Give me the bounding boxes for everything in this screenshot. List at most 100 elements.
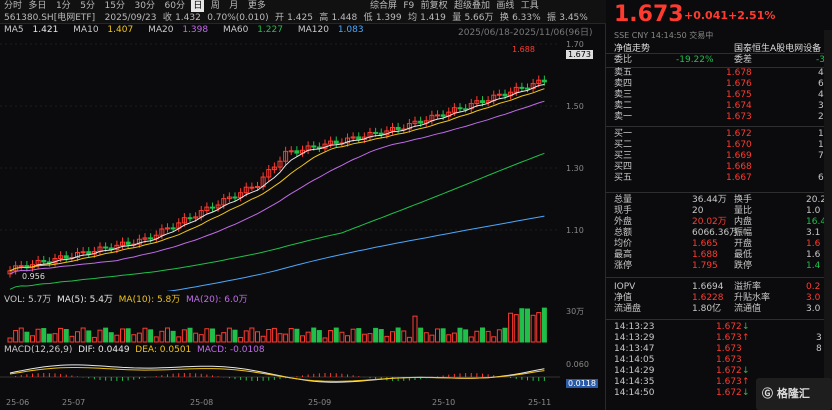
- low-mark: 0.956: [22, 272, 45, 281]
- ma120-legend: MA120 1.083: [298, 25, 370, 35]
- tick-vol: 3: [816, 333, 822, 343]
- bar-low: 1.399: [375, 13, 402, 23]
- iopv-table: IOPV 1.6694 溢折率 0.2 净值 1.6228 升贴水率 3.0 流通盘 1.80亿流…: [606, 282, 832, 315]
- volume-bar: [148, 329, 154, 343]
- tick-row: 14:13:47 1.673 8: [606, 344, 832, 355]
- iopv-row: 净值 1.6228 升贴水率 3.0: [606, 293, 832, 304]
- vol-ma10: MA(10): 5.8万: [118, 295, 181, 305]
- stat-row: 现手 20 量比 1.0: [606, 206, 832, 217]
- volume-bar: [541, 307, 547, 343]
- bar-turnover: 6.33%: [512, 13, 541, 23]
- candle-body: [215, 204, 221, 209]
- candle-body: [496, 93, 502, 96]
- candle-body: [271, 166, 277, 171]
- stat-label: 最低: [734, 250, 753, 260]
- volume-bar: [401, 330, 407, 343]
- x-tick: 25-09: [308, 398, 332, 407]
- bar-info: 561380.SH[电网ETF] 2025/09/23 收 1.432 0.70…: [4, 12, 588, 23]
- fund-name: 国泰恒生A股电网设备: [734, 44, 822, 54]
- stat-row: 均价 1.665 开盘 1.6: [606, 239, 832, 250]
- candlestick-chart[interactable]: [0, 36, 606, 291]
- tool-overlay[interactable]: 超级叠加: [454, 1, 491, 11]
- ask-label: 卖一: [614, 112, 633, 122]
- avg-label: 均: [407, 13, 417, 23]
- tick-arrow: ↓: [742, 366, 750, 376]
- bar-avg: 1.419: [420, 13, 446, 23]
- tick-time: 14:14:29: [614, 366, 655, 376]
- volume-chart[interactable]: [0, 302, 606, 344]
- tab-fenshi[interactable]: 分时: [4, 1, 23, 11]
- tab-30min[interactable]: 30分: [134, 1, 155, 11]
- volume-bar: [91, 336, 97, 343]
- weicha-value: -34: [816, 55, 831, 66]
- tick-row: 14:13:23 1.672 ↓: [606, 322, 832, 333]
- tick-price: 1.673: [716, 344, 742, 354]
- vol-label: 量: [452, 13, 462, 23]
- candle-body: [513, 86, 519, 93]
- last-price: 1.673: [614, 2, 684, 27]
- ask-price: 1.674: [726, 101, 752, 111]
- tool-draw[interactable]: 画线: [496, 1, 515, 11]
- volume-bar: [429, 334, 435, 343]
- bid-vol: 6: [818, 173, 824, 183]
- tool-f9[interactable]: F9: [403, 1, 415, 11]
- vol-axis: 30万: [566, 307, 585, 316]
- stat-row: 总量 36.44万 换手 20.2: [606, 195, 832, 206]
- bid-price: 1.672: [726, 129, 752, 139]
- ma-legend: MA5 1.421 MA10 1.407 MA20 1.398 MA60 1.2…: [4, 25, 376, 35]
- tab-day[interactable]: 日: [191, 0, 205, 12]
- order-ratio-row: 委比 -19.22% 委差 -34: [606, 55, 832, 66]
- candle-body: [221, 198, 227, 206]
- tick-list[interactable]: 14:13:23 1.672 ↓ 14:13:29 1.673 ↑ 3 14:13:47 1.6…: [606, 322, 832, 399]
- scrollbar[interactable]: [824, 30, 832, 380]
- nav-trend-link[interactable]: 净值走势: [614, 44, 651, 54]
- volume-bar: [451, 332, 457, 343]
- x-tick: 25-11: [528, 398, 552, 407]
- weicha-label: 委差: [734, 55, 753, 65]
- tab-15min[interactable]: 15分: [104, 1, 125, 11]
- tab-month[interactable]: 月: [229, 1, 239, 11]
- x-tick: 25-06: [6, 398, 30, 407]
- volume-bar: [7, 337, 13, 343]
- candle-body: [159, 228, 165, 236]
- tab-5min[interactable]: 5分: [80, 1, 95, 11]
- bid-label: 买一: [614, 129, 633, 139]
- tab-week[interactable]: 周: [210, 1, 220, 11]
- tab-duori[interactable]: 多日: [28, 1, 47, 11]
- candle-body: [238, 192, 244, 199]
- ma120-label: MA120: [297, 25, 329, 35]
- tab-1min[interactable]: 1分: [55, 1, 71, 11]
- y-tick: 1.70: [566, 40, 584, 49]
- ma5-label: MA5: [4, 25, 24, 35]
- candle-body: [142, 237, 148, 240]
- macd-chart[interactable]: [0, 355, 606, 395]
- y-tick: 1.50: [566, 102, 584, 111]
- tick-price: 1.673: [716, 355, 742, 365]
- candle-body: [406, 123, 412, 130]
- stat-value: 6066.36万: [692, 228, 739, 238]
- x-tick: 25-10: [432, 398, 456, 407]
- volume-bar: [356, 328, 362, 343]
- divider: [606, 53, 832, 54]
- tab-more[interactable]: 更多: [247, 1, 266, 11]
- candle-body: [249, 186, 255, 189]
- turnover-label: 换: [499, 13, 509, 23]
- tool-fuquan[interactable]: 前复权: [420, 1, 448, 11]
- candle-body: [541, 79, 547, 83]
- candle-body: [41, 260, 47, 263]
- tick-price: 1.673: [716, 377, 742, 387]
- stats-table: 总量 36.44万 换手 20.2 现手 20 量比 1.0 外盘 20.02万 内盘 16.4 总额 6…: [606, 195, 832, 272]
- ask-price: 1.676: [726, 79, 752, 89]
- tool-zonghe[interactable]: 综合屏: [370, 1, 398, 11]
- candle-body: [328, 140, 334, 145]
- stat-value: 1.665: [692, 239, 718, 249]
- tick-time: 14:13:29: [614, 333, 655, 343]
- tool-tools[interactable]: 工具: [520, 1, 539, 11]
- chart-toolbar: 分时 多日 1分 5分 15分 30分 60分 日 周 月 更多 综合屏 F9 …: [0, 0, 606, 24]
- candle-body: [125, 241, 131, 245]
- tab-60min[interactable]: 60分: [164, 1, 185, 11]
- candle-body: [378, 132, 384, 136]
- candle-body: [350, 136, 356, 139]
- volume-bar: [418, 327, 424, 343]
- weibi-label: 委比: [614, 55, 633, 65]
